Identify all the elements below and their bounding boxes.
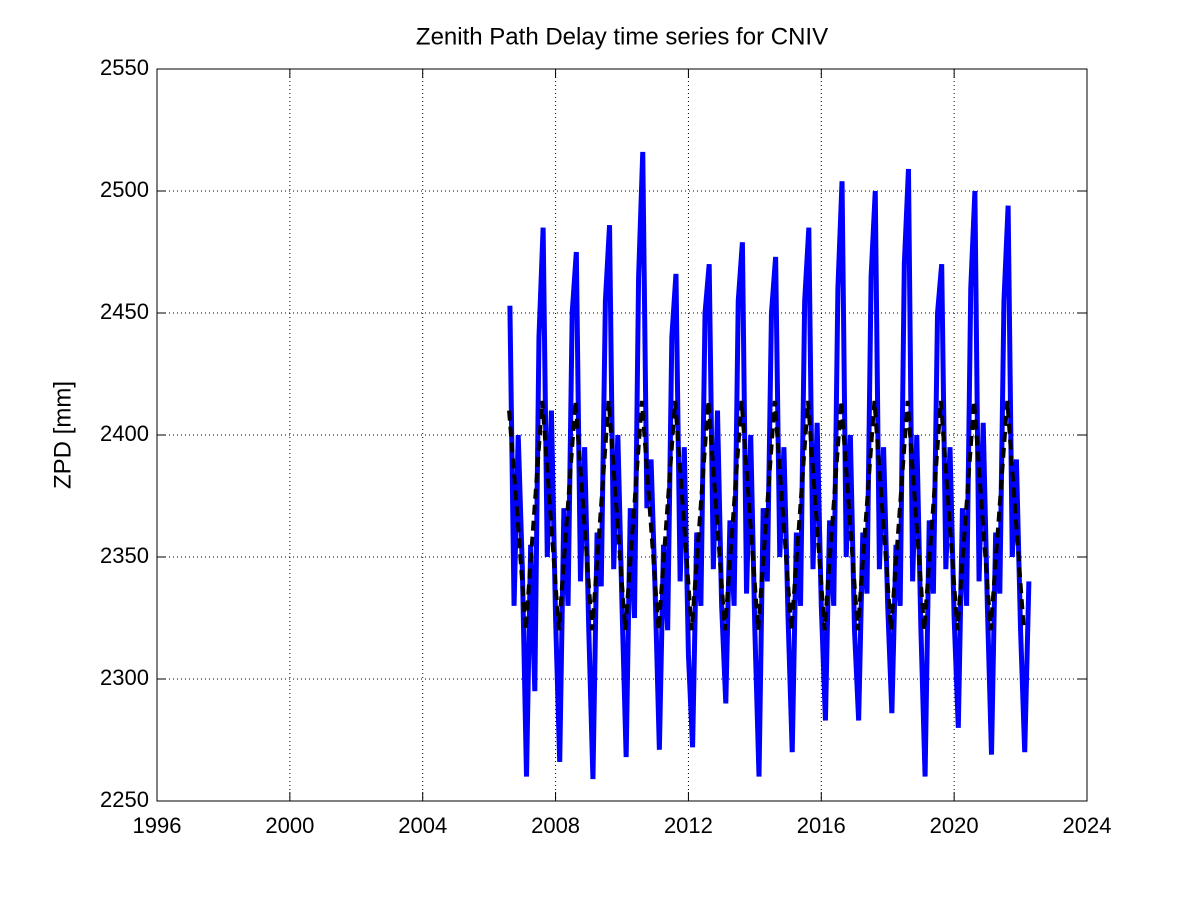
chart-title: Zenith Path Delay time series for CNIV — [416, 23, 828, 50]
x-tick-label: 1996 — [133, 813, 182, 838]
y-axis-label: ZPD [mm] — [49, 381, 76, 489]
x-tick-label: 2016 — [797, 813, 846, 838]
y-tick-label: 2350 — [100, 543, 149, 568]
x-tick-label: 2004 — [398, 813, 447, 838]
y-tick-label: 2550 — [100, 55, 149, 80]
y-tick-label: 2450 — [100, 299, 149, 324]
y-tick-label: 2300 — [100, 665, 149, 690]
x-tick-label: 2000 — [265, 813, 314, 838]
series-line — [507, 400, 1026, 631]
x-tick-label: 2024 — [1063, 813, 1112, 838]
plot-frame — [156, 68, 1088, 802]
y-tick-label: 2250 — [100, 787, 149, 812]
x-tick-label: 2012 — [664, 813, 713, 838]
x-tick-label: 2020 — [930, 813, 979, 838]
series-line — [507, 151, 1032, 780]
y-tick-label: 2400 — [100, 421, 149, 446]
x-tick-label: 2008 — [531, 813, 580, 838]
y-tick-label: 2500 — [100, 177, 149, 202]
